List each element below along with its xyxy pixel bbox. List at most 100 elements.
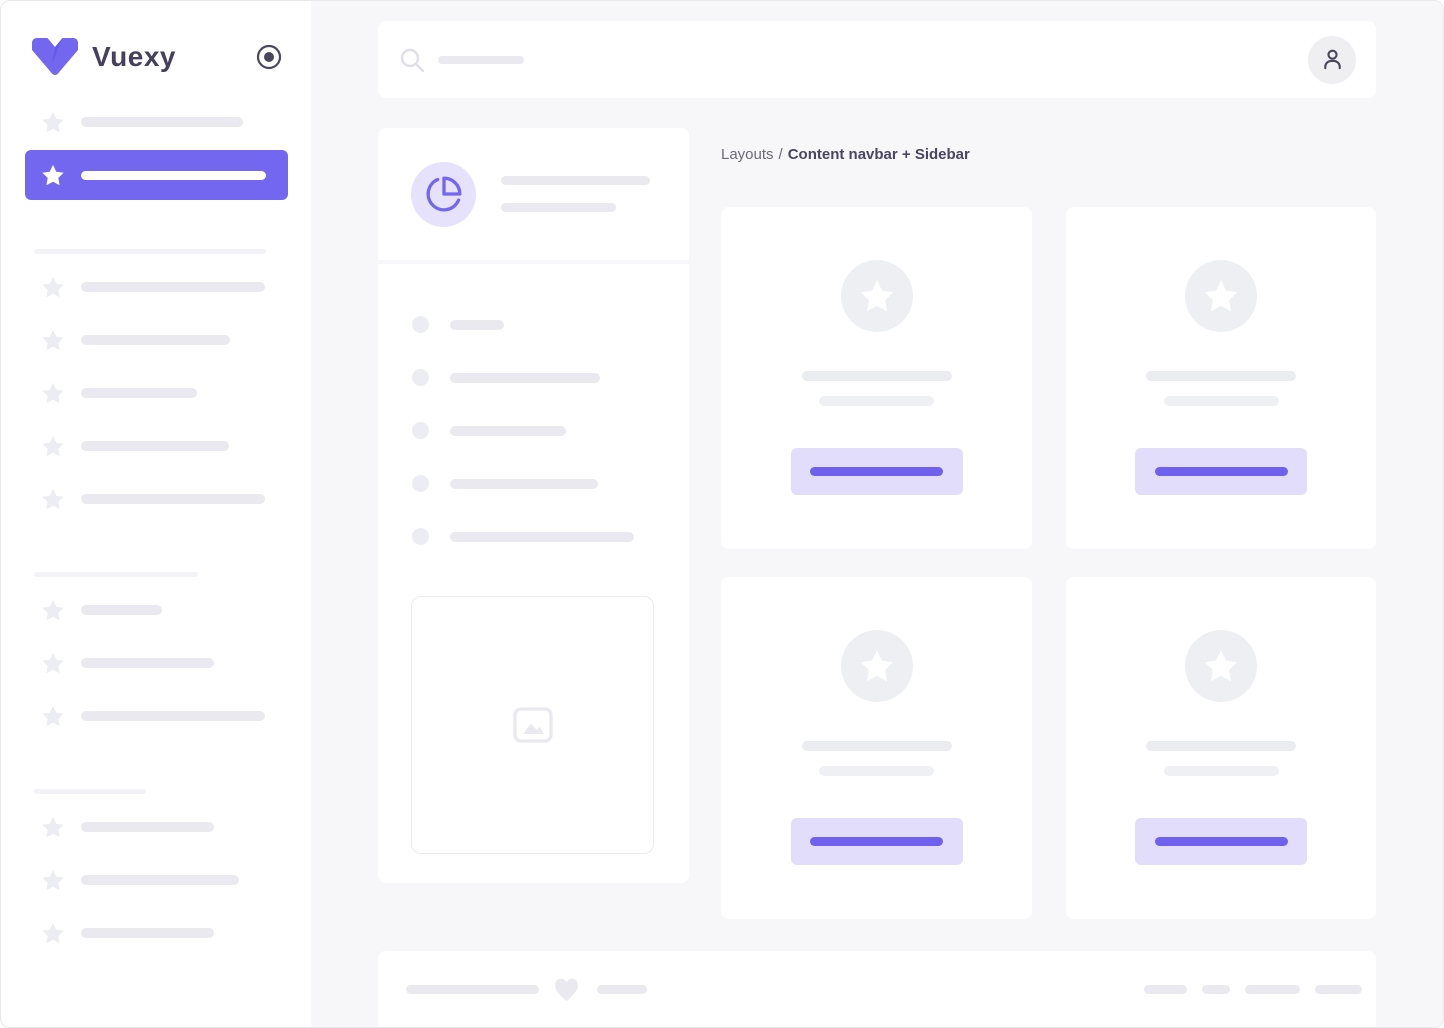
record-circle-icon: [256, 44, 282, 70]
sidebar-item[interactable]: [25, 802, 288, 852]
sidebar-item[interactable]: [25, 262, 288, 312]
sidebar-item[interactable]: [25, 691, 288, 741]
menu-label-placeholder: [81, 117, 243, 127]
breadcrumb-parent[interactable]: Layouts: [721, 146, 774, 163]
list-label-placeholder: [450, 425, 566, 436]
list-label-placeholder: [450, 478, 598, 489]
avatar-badge: [840, 630, 913, 702]
star-icon: [42, 869, 64, 890]
vuexy-logo-icon: [31, 37, 79, 77]
text-placeholder: [801, 741, 952, 751]
subtitle-placeholder: [501, 203, 616, 212]
breadcrumb: Layouts / Content navbar + Sidebar: [721, 145, 1376, 165]
sidebar-item[interactable]: [25, 855, 288, 905]
list-item[interactable]: [412, 528, 689, 545]
content-sidebar: [378, 128, 689, 919]
top-navbar: [378, 21, 1376, 98]
star-icon: [1204, 650, 1238, 682]
menu-label-placeholder: [81, 875, 239, 885]
bullet-icon: [412, 369, 429, 386]
menu-label-placeholder: [81, 282, 265, 292]
star-icon: [1204, 280, 1238, 312]
sidebar-item[interactable]: [25, 908, 288, 958]
footer-text-placeholder: [406, 985, 539, 994]
list-item[interactable]: [412, 316, 689, 333]
sidebar-item[interactable]: [25, 368, 288, 418]
heart-icon: [555, 978, 578, 1002]
menu-label-placeholder: [81, 822, 214, 832]
content-sidebar-card: [378, 128, 689, 883]
star-icon: [42, 816, 64, 837]
sidebar-item[interactable]: [25, 474, 288, 524]
sidebar-item[interactable]: [25, 421, 288, 471]
person-icon: [1323, 49, 1341, 70]
star-icon: [42, 488, 64, 509]
menu-label-placeholder: [81, 658, 214, 668]
text-placeholder: [1163, 766, 1279, 776]
card-action-button[interactable]: [1135, 818, 1307, 865]
sidebar-section-label: [34, 789, 146, 794]
star-icon: [860, 650, 893, 682]
sidebar-item[interactable]: [25, 585, 288, 635]
text-placeholder: [819, 766, 934, 776]
main-content: Layouts / Content navbar + Sidebar: [311, 1, 1443, 1027]
footer-link-placeholder: [1144, 985, 1187, 994]
text-placeholder: [1146, 371, 1296, 381]
star-icon: [42, 276, 64, 297]
card-action-button[interactable]: [790, 818, 963, 865]
user-menu-button[interactable]: [1308, 35, 1356, 84]
sidebar-item[interactable]: [25, 315, 288, 365]
sidebar-item[interactable]: [25, 97, 288, 147]
card-action-button[interactable]: [790, 448, 963, 495]
button-label-placeholder: [1154, 837, 1288, 846]
content-area: Layouts / Content navbar + Sidebar: [721, 128, 1376, 919]
star-icon: [42, 382, 64, 403]
avatar-badge: [840, 260, 913, 332]
menu-label-placeholder: [81, 441, 229, 451]
card-grid: [721, 207, 1376, 919]
star-icon: [42, 435, 64, 456]
avatar-badge: [1185, 630, 1257, 702]
demo-card: [1066, 577, 1376, 919]
sidebar-menu: [1, 97, 311, 958]
list-label-placeholder: [450, 531, 634, 542]
search-icon: [400, 48, 425, 72]
list-item[interactable]: [412, 422, 689, 439]
footer-links: [1144, 985, 1362, 994]
star-icon: [42, 329, 64, 350]
sidebar-item[interactable]: [25, 638, 288, 688]
menu-label-placeholder: [81, 388, 197, 398]
sidebar: Vuexy: [1, 1, 311, 1027]
button-label-placeholder: [810, 837, 943, 846]
star-icon: [42, 111, 64, 132]
card-action-button[interactable]: [1135, 448, 1307, 495]
avatar-badge: [1185, 260, 1257, 332]
brand-text: Vuexy: [92, 41, 176, 72]
menu-label-placeholder: [81, 170, 266, 180]
demo-card: [721, 207, 1032, 549]
bullet-icon: [412, 475, 429, 492]
pie-chart-icon-badge: [411, 161, 476, 227]
button-label-placeholder: [810, 467, 943, 476]
sidebar-collapse-toggle[interactable]: [256, 44, 282, 70]
pie-chart-icon: [426, 176, 461, 212]
list-item[interactable]: [412, 369, 689, 386]
divider: [378, 260, 689, 264]
star-icon: [42, 164, 64, 185]
demo-card: [1066, 207, 1376, 549]
menu-label-placeholder: [81, 335, 230, 345]
sidebar-item-active[interactable]: [25, 150, 288, 200]
sidebar-header: Vuexy: [1, 1, 311, 79]
list-label-placeholder: [450, 319, 504, 330]
title-placeholder: [501, 176, 650, 185]
star-icon: [42, 922, 64, 943]
sidebar-section-label: [34, 249, 266, 254]
search-input[interactable]: [399, 47, 524, 73]
list-item[interactable]: [412, 475, 689, 492]
bullet-icon: [412, 316, 429, 333]
menu-label-placeholder: [81, 605, 162, 615]
menu-label-placeholder: [81, 928, 214, 938]
search-placeholder-bar: [438, 55, 524, 64]
star-icon: [860, 280, 893, 312]
image-icon: [512, 707, 553, 743]
